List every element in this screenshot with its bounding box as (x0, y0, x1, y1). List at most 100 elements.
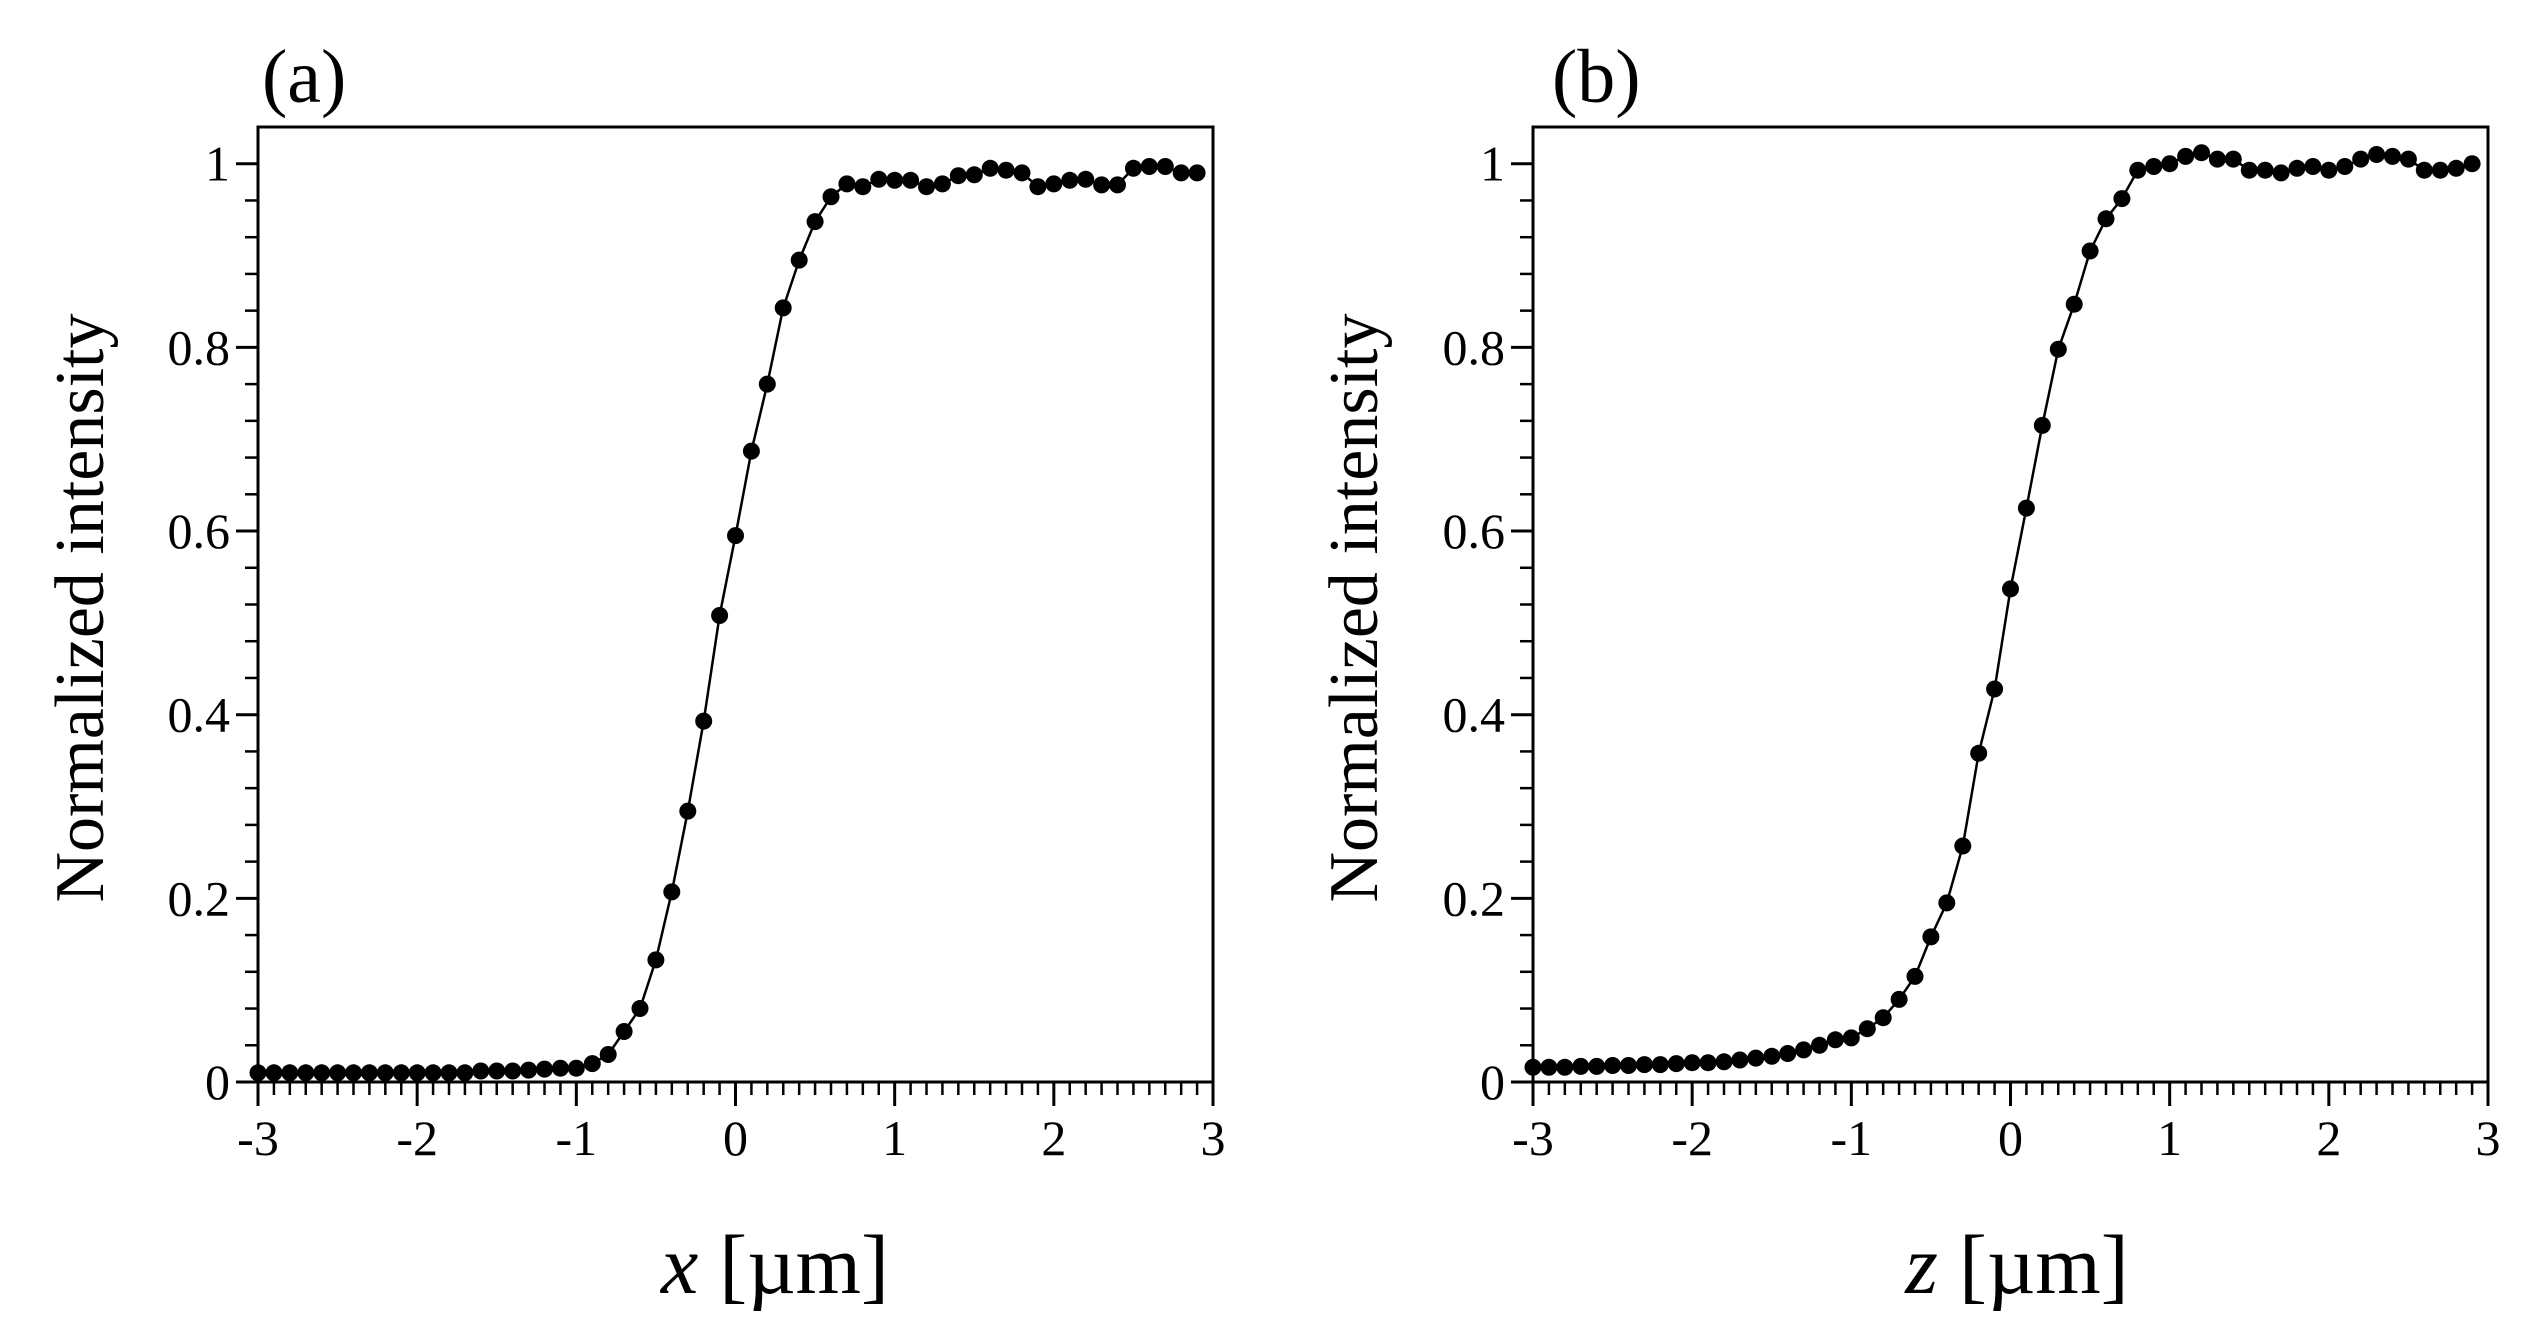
x-axis-variable: x (659, 1219, 698, 1312)
data-point (1826, 1031, 1844, 1049)
data-points (1524, 144, 2481, 1076)
data-point (854, 178, 872, 196)
data-point (1045, 175, 1063, 193)
y-tick-label: 0.6 (1443, 503, 1506, 559)
tick-labels: -3 -2 -1 0 1 2 3 0 0.2 0.4 0.6 0.8 1 (168, 136, 1226, 1166)
data-point (806, 213, 824, 231)
series-line-path (258, 165, 1198, 1075)
data-point (599, 1046, 617, 1063)
data-point (1620, 1057, 1637, 1074)
data-point (2304, 158, 2322, 175)
data-point (2256, 161, 2274, 179)
data-point (1061, 171, 1079, 189)
x-axis-unit: [µm] (698, 1219, 889, 1312)
x-tick-label: -1 (556, 1110, 598, 1166)
data-point (2049, 340, 2067, 358)
y-tick-label: 0.4 (1443, 687, 1506, 743)
data-point (663, 883, 681, 901)
tick-marks (1511, 162, 2490, 1106)
data-point (1013, 164, 1031, 182)
data-point (2320, 161, 2338, 179)
x-tick-label: 3 (2476, 1110, 2501, 1166)
data-point (583, 1055, 601, 1073)
x-tick-label: -3 (1512, 1110, 1554, 1166)
data-point (424, 1064, 442, 1082)
x-axis-title: z [µm] (1904, 1219, 2128, 1312)
data-point (727, 527, 744, 545)
data-point (2177, 147, 2195, 165)
data-point (2272, 164, 2290, 182)
data-point (488, 1062, 506, 1080)
x-tick-label: 0 (1998, 1110, 2023, 1166)
data-point (949, 167, 967, 185)
data-point (742, 442, 760, 460)
data-point (536, 1060, 553, 1078)
x-tick-label: 1 (2157, 1110, 2182, 1166)
data-point (1029, 178, 1047, 196)
y-tick-label: 0.8 (168, 319, 231, 375)
data-point (615, 1023, 633, 1040)
data-point (2463, 155, 2481, 173)
panel-label: (a) (262, 35, 346, 119)
data-point (2145, 158, 2163, 175)
data-point (758, 375, 776, 393)
data-point (313, 1064, 331, 1082)
x-axis-variable: z (1904, 1219, 1938, 1312)
data-points (249, 158, 1206, 1082)
data-point (2288, 159, 2306, 177)
data-point (1906, 967, 1924, 985)
data-point (886, 171, 904, 189)
data-point (918, 178, 935, 196)
x-tick-label: -3 (237, 1110, 279, 1166)
x-tick-label: 3 (1201, 1110, 1226, 1166)
tick-marks (236, 162, 1215, 1106)
data-point (774, 299, 792, 317)
data-point (2447, 159, 2465, 177)
data-point (933, 175, 951, 193)
data-point (360, 1064, 378, 1082)
x-tick-label: 0 (723, 1110, 748, 1166)
data-point (2336, 158, 2354, 175)
data-point (1667, 1055, 1685, 1073)
panel-b: (b) Normalized intensity z [µm] -3 -2 -1 0 1… (1316, 35, 2501, 1312)
data-point (2193, 144, 2210, 162)
data-point (297, 1064, 315, 1082)
data-point (1779, 1045, 1797, 1062)
data-point (2002, 580, 2019, 598)
data-point (1699, 1054, 1717, 1072)
y-tick-label: 0.6 (168, 503, 231, 559)
data-point (1093, 176, 1111, 194)
data-point (1763, 1047, 1781, 1065)
y-tick-label: 0 (205, 1054, 230, 1110)
data-point (870, 170, 888, 188)
data-point (456, 1064, 474, 1082)
data-point (1986, 680, 2004, 698)
data-point (2065, 295, 2083, 313)
data-point (2017, 499, 2035, 517)
y-tick-label: 1 (1480, 136, 1505, 192)
data-point (2224, 150, 2242, 168)
data-point (520, 1061, 538, 1079)
data-point (2033, 416, 2051, 434)
y-tick-label: 0 (1480, 1054, 1505, 1110)
data-point (1747, 1049, 1765, 1067)
series-line-path (1533, 151, 2473, 1069)
data-point (631, 1000, 649, 1017)
data-point (472, 1062, 490, 1080)
data-point (1683, 1054, 1701, 1072)
data-point (408, 1064, 426, 1082)
data-point (1970, 744, 1988, 762)
data-point (1077, 170, 1095, 188)
data-point (1604, 1057, 1622, 1074)
data-point (711, 607, 729, 624)
data-point (902, 171, 920, 189)
data-point (2352, 150, 2370, 168)
data-point (1874, 1009, 1892, 1027)
data-point (1556, 1058, 1574, 1076)
data-point (1842, 1029, 1860, 1047)
plot-frame (1531, 125, 2490, 1084)
data-point (2415, 161, 2433, 179)
data-point (1811, 1036, 1828, 1054)
y-tick-label: 0.8 (1443, 319, 1506, 375)
data-point (2431, 161, 2449, 179)
